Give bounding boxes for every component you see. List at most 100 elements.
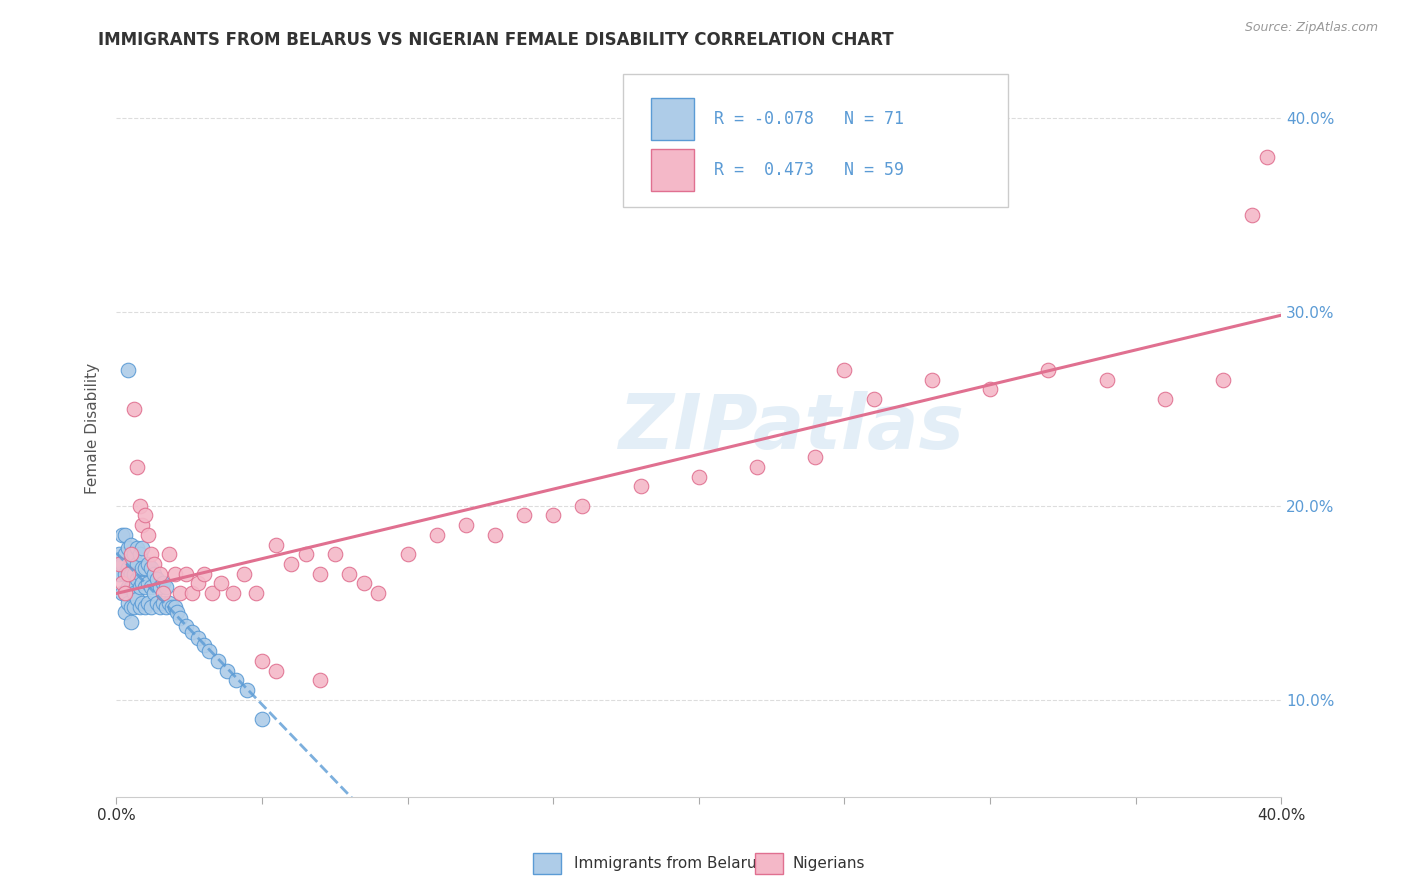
Point <box>122 566 145 581</box>
Point <box>111 528 134 542</box>
Point <box>1212 373 1234 387</box>
Y-axis label: Female Disability: Female Disability <box>86 362 100 493</box>
Point <box>136 576 159 591</box>
Point <box>122 401 145 416</box>
Point <box>152 586 174 600</box>
Point <box>367 586 389 600</box>
Point <box>266 537 288 551</box>
Point <box>134 599 156 614</box>
Point <box>169 586 191 600</box>
Point <box>236 683 259 698</box>
Point <box>174 566 197 581</box>
Point <box>120 566 142 581</box>
Point <box>169 611 191 625</box>
Point <box>152 596 174 610</box>
Point <box>181 586 204 600</box>
Text: IMMIGRANTS FROM BELARUS VS NIGERIAN FEMALE DISABILITY CORRELATION CHART: IMMIGRANTS FROM BELARUS VS NIGERIAN FEMA… <box>98 31 894 49</box>
Point <box>114 566 136 581</box>
Point <box>309 673 332 688</box>
Point <box>141 561 163 575</box>
Point <box>266 664 288 678</box>
FancyBboxPatch shape <box>623 74 1008 207</box>
Point <box>233 566 256 581</box>
Point <box>125 591 148 606</box>
Text: Nigerians: Nigerians <box>793 856 866 871</box>
Point <box>245 586 267 600</box>
Point <box>426 528 449 542</box>
FancyBboxPatch shape <box>651 97 695 139</box>
Point <box>294 547 316 561</box>
Point <box>193 639 215 653</box>
Point <box>193 566 215 581</box>
Point <box>630 479 652 493</box>
Point <box>117 541 139 556</box>
Point <box>396 547 419 561</box>
Point <box>323 547 346 561</box>
Text: Immigrants from Belarus: Immigrants from Belarus <box>574 856 765 871</box>
Point <box>117 566 139 581</box>
Point <box>353 576 375 591</box>
Point <box>198 644 221 658</box>
Point <box>131 541 153 556</box>
Point <box>141 547 163 561</box>
Point <box>141 599 163 614</box>
Point <box>1095 373 1118 387</box>
Point <box>921 373 943 387</box>
Point <box>136 528 159 542</box>
Point <box>131 561 153 575</box>
Point <box>157 547 180 561</box>
Point <box>688 469 710 483</box>
Point <box>128 499 150 513</box>
Point <box>108 557 131 571</box>
FancyBboxPatch shape <box>651 149 695 191</box>
Point <box>120 580 142 594</box>
Point <box>337 566 360 581</box>
Point <box>120 547 142 561</box>
Point <box>280 557 302 571</box>
Point <box>225 673 247 688</box>
Point <box>114 547 136 561</box>
Point <box>152 576 174 591</box>
Point <box>181 624 204 639</box>
Point <box>111 576 134 591</box>
Text: ZIPatlas: ZIPatlas <box>619 391 965 465</box>
Point <box>108 566 131 581</box>
Point <box>149 599 172 614</box>
Point <box>541 508 564 523</box>
Point <box>250 654 273 668</box>
Point <box>149 580 172 594</box>
Point <box>484 528 506 542</box>
Point <box>160 599 183 614</box>
Point <box>146 573 169 587</box>
Point <box>134 508 156 523</box>
Point <box>209 576 232 591</box>
Point <box>122 547 145 561</box>
Point <box>120 537 142 551</box>
Point <box>117 596 139 610</box>
Point <box>120 553 142 567</box>
Point <box>131 576 153 591</box>
Point <box>571 499 593 513</box>
Point <box>128 566 150 581</box>
Point <box>125 541 148 556</box>
Point <box>117 561 139 575</box>
Point <box>834 363 856 377</box>
Point <box>128 580 150 594</box>
Point <box>125 459 148 474</box>
Point <box>513 508 536 523</box>
Point <box>120 615 142 629</box>
Point <box>149 566 172 581</box>
Point <box>215 664 238 678</box>
Point <box>745 459 768 474</box>
Point <box>125 557 148 571</box>
Point <box>250 712 273 726</box>
Point <box>187 576 209 591</box>
Point <box>114 586 136 600</box>
Point <box>128 547 150 561</box>
Point <box>1241 208 1264 222</box>
Point <box>122 599 145 614</box>
Point <box>143 566 166 581</box>
Point <box>174 619 197 633</box>
Point <box>166 606 188 620</box>
Text: R = -0.078   N = 71: R = -0.078 N = 71 <box>714 110 904 128</box>
